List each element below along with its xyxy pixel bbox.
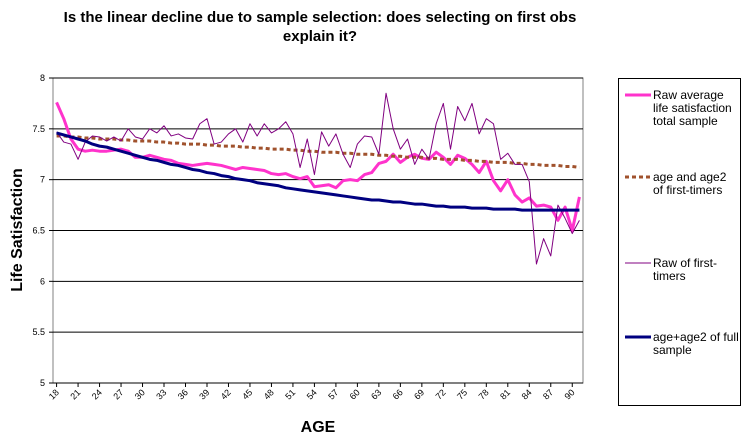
x-tick-label: 30	[133, 387, 147, 401]
legend-entry: Raw average life satisfaction total samp…	[623, 89, 739, 128]
y-tick-label: 7	[40, 175, 45, 185]
x-tick-label: 33	[154, 387, 168, 401]
x-tick-label: 66	[391, 387, 405, 401]
legend-swatch	[625, 93, 651, 97]
x-tick-label: 51	[283, 387, 297, 401]
y-tick-label: 5.5	[32, 327, 45, 337]
x-tick-label: 24	[90, 387, 104, 401]
y-axis-title: Life Satisfaction	[9, 168, 26, 292]
chart-title: Is the linear decline due to sample sele…	[63, 9, 577, 45]
x-tick-label: 87	[541, 387, 555, 401]
legend-entry: Raw of first-timers	[623, 257, 739, 283]
x-tick-label: 21	[68, 387, 82, 401]
series-line	[56, 131, 580, 212]
legend-entry: age+age2 of full sample	[623, 331, 739, 357]
legend-label: Raw average life satisfaction total samp…	[653, 88, 732, 128]
legend-swatch	[625, 175, 651, 179]
x-tick-label: 54	[305, 387, 319, 401]
legend: Raw average life satisfaction total samp…	[618, 78, 741, 406]
x-tick-label: 36	[176, 387, 190, 401]
x-tick-label: 72	[434, 387, 448, 401]
legend-entry: age and age2 of first-timers	[623, 171, 739, 197]
y-tick-label: 7.5	[32, 124, 45, 134]
y-tick-label: 5	[40, 378, 45, 388]
x-tick-label: 81	[498, 387, 512, 401]
x-tick-label: 84	[520, 387, 534, 401]
x-tick-label: 48	[262, 387, 276, 401]
y-tick-label: 8	[40, 73, 45, 83]
legend-label: age+age2 of full sample	[653, 330, 739, 357]
legend-swatch	[625, 262, 651, 264]
y-tick-label: 6.5	[32, 226, 45, 236]
x-tick-label: 78	[477, 387, 491, 401]
x-tick-label: 42	[219, 387, 233, 401]
x-tick-label: 69	[412, 387, 426, 401]
x-tick-label: 90	[563, 387, 577, 401]
x-tick-label: 75	[455, 387, 469, 401]
y-tick-label: 6	[40, 276, 45, 286]
x-tick-label: 57	[326, 387, 340, 401]
x-tick-label: 18	[47, 387, 61, 401]
x-tick-label: 63	[369, 387, 383, 401]
series-line	[56, 92, 580, 265]
x-tick-label: 39	[197, 387, 211, 401]
legend-label: age and age2 of first-timers	[653, 170, 727, 197]
x-tick-label: 27	[111, 387, 125, 401]
legend-label: Raw of first-timers	[653, 256, 718, 283]
x-axis-title: AGE	[301, 419, 336, 436]
x-tick-label: 60	[348, 387, 362, 401]
x-tick-label: 45	[240, 387, 254, 401]
legend-swatch	[625, 335, 651, 339]
